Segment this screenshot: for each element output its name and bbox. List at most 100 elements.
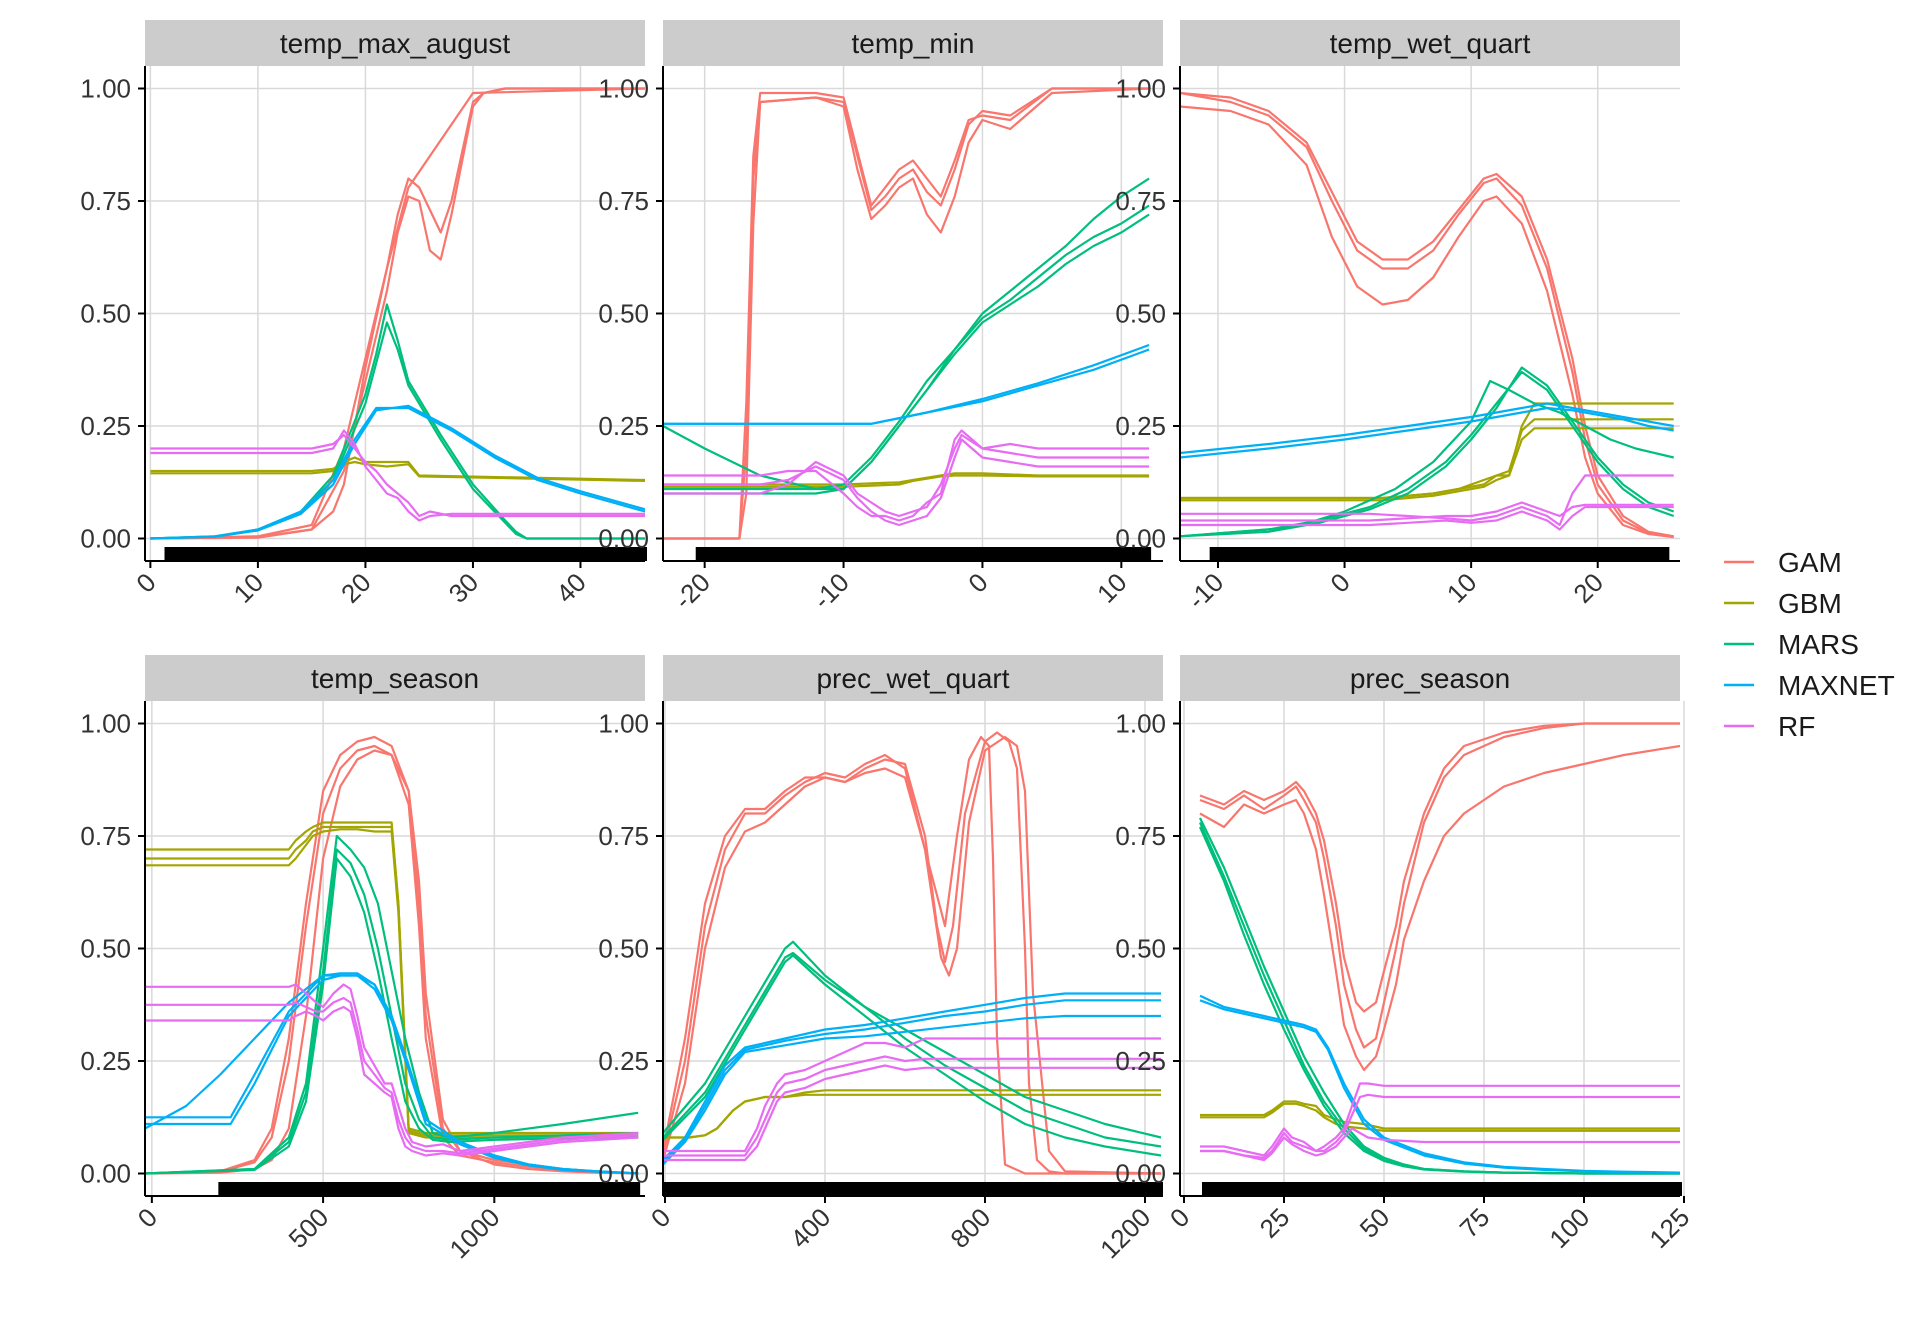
facet-strip: [663, 20, 1163, 66]
series-line-gbm-4: [150, 460, 645, 482]
facet-title: temp_wet_quart: [1330, 28, 1531, 59]
facet-title: temp_max_august: [280, 28, 511, 59]
rug-marks: [1209, 547, 1670, 561]
series-line-gam-2: [1180, 105, 1674, 539]
facet-title: prec_wet_quart: [816, 663, 1009, 694]
y-tick-label: 0.00: [1115, 1159, 1166, 1189]
series-line-gam-2: [663, 735, 1161, 1175]
y-tick-label: 0.00: [598, 1159, 649, 1189]
series-line-rf-11: [1200, 1093, 1680, 1159]
series-line-rf-13: [1180, 505, 1674, 531]
series-line-rf-10: [663, 429, 1150, 522]
facet-title: temp_min: [852, 28, 975, 59]
y-tick-label: 0.00: [1115, 524, 1166, 554]
facet-title: prec_season: [1350, 663, 1510, 694]
series-lines: [1198, 722, 1680, 1175]
y-tick-label: 0.75: [80, 821, 131, 851]
series-line-gbm-4: [1200, 1102, 1680, 1132]
series-lines: [663, 87, 1150, 540]
series-line-mars-7: [145, 848, 639, 1175]
series-line-rf-12: [663, 438, 1150, 527]
series-lines: [145, 735, 639, 1175]
legend-item-mars: MARS: [1724, 629, 1859, 660]
y-tick-label: 0.75: [80, 186, 131, 216]
series-line-rf-12: [145, 983, 639, 1153]
facet-title: temp_season: [311, 663, 479, 694]
legend-label: MARS: [1778, 629, 1859, 660]
series-line-maxnet-9: [663, 348, 1150, 425]
y-tick-label: 1.00: [80, 74, 131, 104]
facet-strip: [145, 20, 645, 66]
rug-marks: [695, 547, 1152, 561]
y-tick-label: 0.50: [80, 934, 131, 964]
y-tick-label: 1.00: [80, 709, 131, 739]
series-line-rf-11: [663, 433, 1150, 518]
rug-marks: [164, 547, 647, 561]
series-lines: [663, 731, 1162, 1175]
y-tick-label: 1.00: [598, 74, 649, 104]
legend-item-rf: RF: [1724, 711, 1815, 742]
y-tick-label: 0.50: [1115, 934, 1166, 964]
series-line-rf-10: [150, 429, 645, 522]
rug-marks: [663, 1182, 1163, 1196]
series-line-gam-1: [663, 87, 1150, 540]
facet-strip: [663, 655, 1163, 701]
series-line-rf-13: [145, 996, 639, 1155]
series-line-gbm-4: [663, 474, 1150, 488]
series-line-gbm-5: [1180, 427, 1674, 502]
series-line-rf-12: [1200, 1127, 1680, 1162]
y-tick-label: 0.00: [598, 524, 649, 554]
legend-label: MAXNET: [1778, 670, 1895, 701]
y-tick-label: 0.25: [80, 411, 131, 441]
series-line-gam-0: [1199, 722, 1680, 1013]
y-tick-label: 0.00: [80, 1159, 131, 1189]
series-line-maxnet-8: [150, 404, 645, 540]
facet-strip: [145, 655, 645, 701]
series-line-mars-7: [663, 954, 1162, 1157]
series-line-gam-0: [663, 731, 1161, 1175]
series-line-gam-1: [1180, 91, 1674, 538]
y-tick-label: 0.50: [80, 299, 131, 329]
series-line-rf-12: [1180, 501, 1674, 522]
series-line-gam-2: [1199, 744, 1680, 1072]
series-line-maxnet-10: [663, 1014, 1161, 1166]
facet-strip: [1180, 20, 1680, 66]
y-tick-label: 0.00: [80, 524, 131, 554]
legend-label: GBM: [1778, 588, 1842, 619]
y-tick-label: 0.75: [598, 821, 649, 851]
series-line-mars-6: [145, 834, 639, 1175]
y-tick-label: 0.25: [1115, 1046, 1166, 1076]
legend-label: RF: [1778, 711, 1815, 742]
series-line-maxnet-11: [145, 974, 639, 1175]
series-line-gam-1: [663, 735, 1162, 1175]
series-lines: [150, 87, 645, 540]
y-tick-label: 0.25: [598, 1046, 649, 1076]
series-line-rf-13: [663, 1064, 1161, 1162]
y-tick-label: 0.75: [1115, 821, 1166, 851]
y-tick-label: 1.00: [598, 709, 649, 739]
series-line-rf-11: [663, 1037, 1161, 1153]
y-tick-label: 1.00: [1115, 74, 1166, 104]
y-tick-label: 0.50: [1115, 299, 1166, 329]
series-line-maxnet-9: [1180, 402, 1674, 455]
series-line-gam-2: [150, 87, 645, 540]
legend-label: GAM: [1778, 547, 1842, 578]
rug-marks: [1202, 1182, 1682, 1196]
y-tick-label: 0.25: [80, 1046, 131, 1076]
series-line-mars-6: [663, 951, 1162, 1139]
series-line-maxnet-8: [663, 992, 1161, 1161]
facet-strip: [1180, 655, 1680, 701]
series-line-gbm-4: [1180, 418, 1674, 500]
series-line-mars-5: [663, 177, 1150, 491]
legend-item-maxnet: MAXNET: [1724, 670, 1895, 701]
series-line-maxnet-9: [1199, 999, 1680, 1175]
series-line-maxnet-10: [1180, 406, 1674, 459]
series-line-gbm-5: [145, 828, 639, 1139]
series-line-gam-2: [145, 749, 639, 1175]
